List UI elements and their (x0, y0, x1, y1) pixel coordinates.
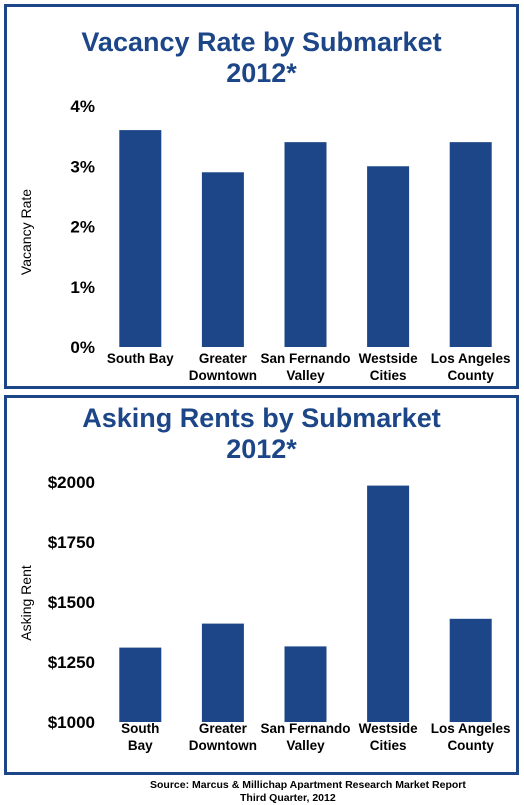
rents-category-label: Greater (199, 721, 248, 736)
rents-chart-title: Asking Rents by Submarket 2012* (7, 403, 516, 465)
rents-category-label: San Fernando (260, 721, 350, 736)
vacancy-chart-panel: Vacancy Rate by Submarket 2012* 0% 1% 2% 3%… (4, 4, 519, 389)
vacancy-bar (201, 172, 244, 347)
vacancy-chart-title-text: Vacancy Rate by Submarket (81, 27, 442, 57)
source-note: Source: Marcus & Millichap Apartment Res… (150, 779, 466, 805)
vacancy-bar (284, 142, 327, 347)
rents-bar (284, 646, 327, 722)
vacancy-chart-title: Vacancy Rate by Submarket 2012* (7, 27, 516, 89)
rents-chart-panel: Asking Rents by Submarket 2012* $1000 $12… (4, 395, 519, 775)
vacancy-category-label: South Bay (107, 351, 174, 366)
rents-chart-subtitle: 2012* (226, 434, 297, 464)
vacancy-chart-subtitle: 2012* (226, 58, 297, 88)
rents-category-label: County (447, 738, 494, 753)
rents-category-label: Westside (359, 721, 419, 736)
vacancy-category-label: County (447, 368, 494, 383)
rents-y-tick-label: $1750 (48, 533, 95, 552)
rents-bar (367, 485, 410, 722)
rents-category-label: South (121, 721, 159, 736)
vacancy-y-tick-label: 1% (70, 278, 95, 297)
vacancy-bar (449, 142, 492, 347)
rents-y-tick-label: $1000 (48, 713, 95, 732)
vacancy-y-tick-label: 4% (70, 97, 95, 116)
rents-y-axis-label: Asking Rent (18, 565, 34, 641)
vacancy-bar (119, 130, 162, 347)
vacancy-y-tick-label: 0% (70, 338, 95, 357)
vacancy-category-label: Downtown (189, 368, 257, 383)
vacancy-y-axis-label: Vacancy Rate (18, 189, 34, 275)
vacancy-category-label: Greater (199, 351, 248, 366)
rents-category-label: Valley (286, 738, 325, 753)
rents-y-tick-label: $1500 (48, 593, 95, 612)
rents-bar (201, 623, 244, 722)
rents-category-label: Cities (370, 738, 407, 753)
vacancy-category-label: Cities (370, 368, 407, 383)
vacancy-category-label: Westside (359, 351, 419, 366)
vacancy-category-label: Los Angeles (431, 351, 511, 366)
rents-bar (449, 618, 492, 722)
vacancy-bar (367, 166, 410, 347)
source-line-2: Third Quarter, 2012 (240, 792, 336, 804)
rents-chart-plot: $1000 $1250 $1500 $1750 $2000 Asking Rent Sout… (18, 473, 511, 753)
rents-category-label: Los Angeles (431, 721, 511, 736)
vacancy-y-tick-label: 2% (70, 218, 95, 237)
rents-category-label: Bay (128, 738, 153, 753)
vacancy-chart-plot: 0% 1% 2% 3% 4% Vacancy Rate South Bay Greater Do… (18, 97, 511, 383)
rents-y-tick-label: $2000 (48, 473, 95, 492)
vacancy-category-label: Valley (286, 368, 325, 383)
source-line-1: Source: Marcus & Millichap Apartment Res… (150, 779, 466, 791)
vacancy-y-tick-label: 3% (70, 157, 95, 176)
vacancy-category-label: San Fernando (260, 351, 350, 366)
rents-category-label: Downtown (189, 738, 257, 753)
rents-chart-title-text: Asking Rents by Submarket (82, 403, 441, 433)
rents-bar (119, 647, 162, 722)
rents-y-tick-label: $1250 (48, 653, 95, 672)
